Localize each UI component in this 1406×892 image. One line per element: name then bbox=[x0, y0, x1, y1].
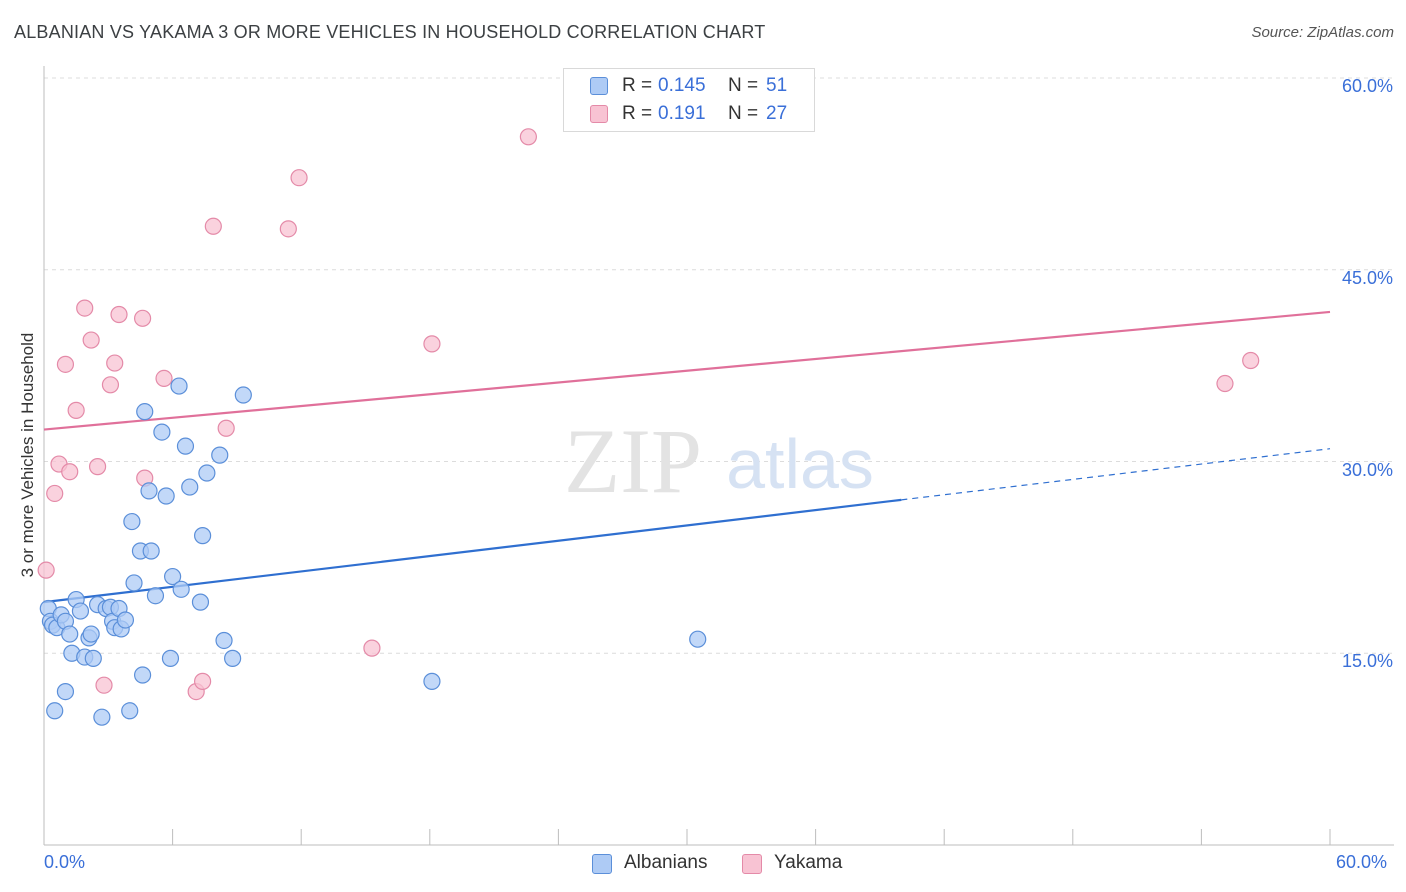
n-label: N = bbox=[728, 75, 759, 96]
r-value: 0.191 bbox=[658, 103, 706, 124]
y-tick-label: 15.0% bbox=[1341, 651, 1393, 672]
yakama-point bbox=[95, 676, 113, 694]
y-axis-label: 3 or more Vehicles in Household bbox=[18, 332, 37, 578]
albanians-point bbox=[215, 631, 233, 650]
albanians-point bbox=[234, 386, 252, 404]
albanians-legend-label: Albanians bbox=[624, 852, 708, 873]
yakama-point bbox=[82, 331, 100, 349]
albanians-point bbox=[689, 630, 707, 648]
n-label: N = bbox=[728, 103, 759, 124]
albanians-point bbox=[61, 625, 79, 643]
legend-row-yakama: R = 0.191 N = 27 bbox=[564, 101, 814, 129]
yakama-point bbox=[46, 484, 64, 503]
x-tick-label-min: 0.0% bbox=[44, 852, 86, 872]
legend-row-albanians: R = 0.145 N = 51 bbox=[564, 73, 814, 101]
r-label: R = bbox=[622, 75, 653, 96]
albanians-point bbox=[170, 377, 188, 395]
albanians-point bbox=[423, 672, 441, 690]
source-label: Source: ZipAtlas.com bbox=[1251, 24, 1394, 41]
watermark: ZIP atlas bbox=[564, 410, 874, 512]
albanians-point bbox=[198, 464, 216, 482]
y-tick-label: 60.0% bbox=[1341, 76, 1393, 96]
yakama-point bbox=[110, 305, 128, 324]
yakama-point bbox=[76, 299, 94, 317]
albanians-point bbox=[133, 666, 152, 684]
watermark-atlas: atlas bbox=[726, 425, 874, 503]
albanians-point bbox=[153, 423, 171, 441]
yakama-point bbox=[106, 354, 124, 372]
yakama-point bbox=[88, 458, 107, 476]
n-value: 51 bbox=[766, 75, 788, 96]
albanians-point bbox=[123, 512, 141, 531]
albanians-point bbox=[194, 527, 212, 545]
correlation-legend: R = 0.145 N = 51 R = 0.191 N = 27 bbox=[563, 68, 815, 132]
yakama-point bbox=[133, 309, 152, 327]
albanians-swatch bbox=[590, 77, 608, 95]
albanians-point bbox=[164, 567, 182, 586]
albanians-legend-swatch bbox=[592, 854, 612, 874]
yakama-point bbox=[290, 169, 308, 187]
albanians-point bbox=[140, 482, 158, 500]
yakama-point bbox=[1216, 374, 1234, 393]
grid bbox=[44, 77, 1394, 654]
yakama-swatch bbox=[590, 105, 608, 123]
albanians-point bbox=[176, 437, 195, 455]
albanians-point bbox=[121, 702, 139, 720]
yakama-point bbox=[61, 463, 79, 481]
yakama-point bbox=[37, 561, 55, 579]
n-value: 27 bbox=[766, 103, 788, 124]
albanians-point bbox=[116, 611, 135, 629]
albanians-point bbox=[136, 403, 154, 421]
y-tick-label: 45.0% bbox=[1341, 267, 1393, 288]
yakama-point bbox=[194, 672, 212, 690]
albanians-trend-line bbox=[43, 498, 902, 604]
watermark-zip: ZIP bbox=[564, 410, 702, 512]
albanians-point bbox=[142, 542, 160, 560]
albanians-point bbox=[157, 487, 175, 505]
albanians-point bbox=[82, 625, 100, 643]
albanians-point bbox=[125, 574, 143, 592]
yakama-point bbox=[204, 217, 222, 235]
yakama-legend-swatch bbox=[742, 854, 762, 874]
yakama-point bbox=[423, 335, 441, 353]
albanians-point bbox=[146, 587, 165, 605]
albanians-point bbox=[172, 580, 190, 598]
yakama-point bbox=[279, 220, 297, 238]
albanians-point bbox=[181, 478, 199, 496]
albanians-point bbox=[211, 446, 229, 464]
albanians-point bbox=[224, 649, 242, 667]
chart-title: ALBANIAN VS YAKAMA 3 OR MORE VEHICLES IN… bbox=[14, 22, 766, 42]
yakama-point bbox=[155, 369, 173, 388]
albanians-point bbox=[191, 593, 210, 611]
albanians-trend-extension bbox=[901, 448, 1331, 501]
yakama-point bbox=[101, 376, 120, 394]
r-label: R = bbox=[622, 103, 653, 124]
albanians-point bbox=[161, 649, 180, 667]
albanians-point bbox=[93, 708, 111, 726]
yakama-trend-line bbox=[43, 310, 1331, 431]
yakama-point bbox=[363, 639, 381, 657]
albanians-point bbox=[84, 649, 102, 667]
r-value: 0.145 bbox=[658, 75, 706, 96]
x-tick-label-max: 60.0% bbox=[1336, 852, 1388, 872]
yakama-point bbox=[519, 128, 537, 146]
albanians-point bbox=[56, 682, 75, 701]
yakama-point bbox=[1242, 351, 1260, 370]
yakama-legend-label: Yakama bbox=[774, 852, 843, 873]
albanians-point bbox=[71, 602, 90, 620]
yakama-point bbox=[56, 355, 75, 373]
yakama-point bbox=[67, 401, 85, 419]
data-points bbox=[37, 128, 1260, 726]
y-tick-label: 30.0% bbox=[1341, 459, 1393, 480]
albanians-point bbox=[46, 702, 64, 720]
yakama-point bbox=[217, 419, 235, 437]
axes bbox=[43, 66, 1394, 846]
